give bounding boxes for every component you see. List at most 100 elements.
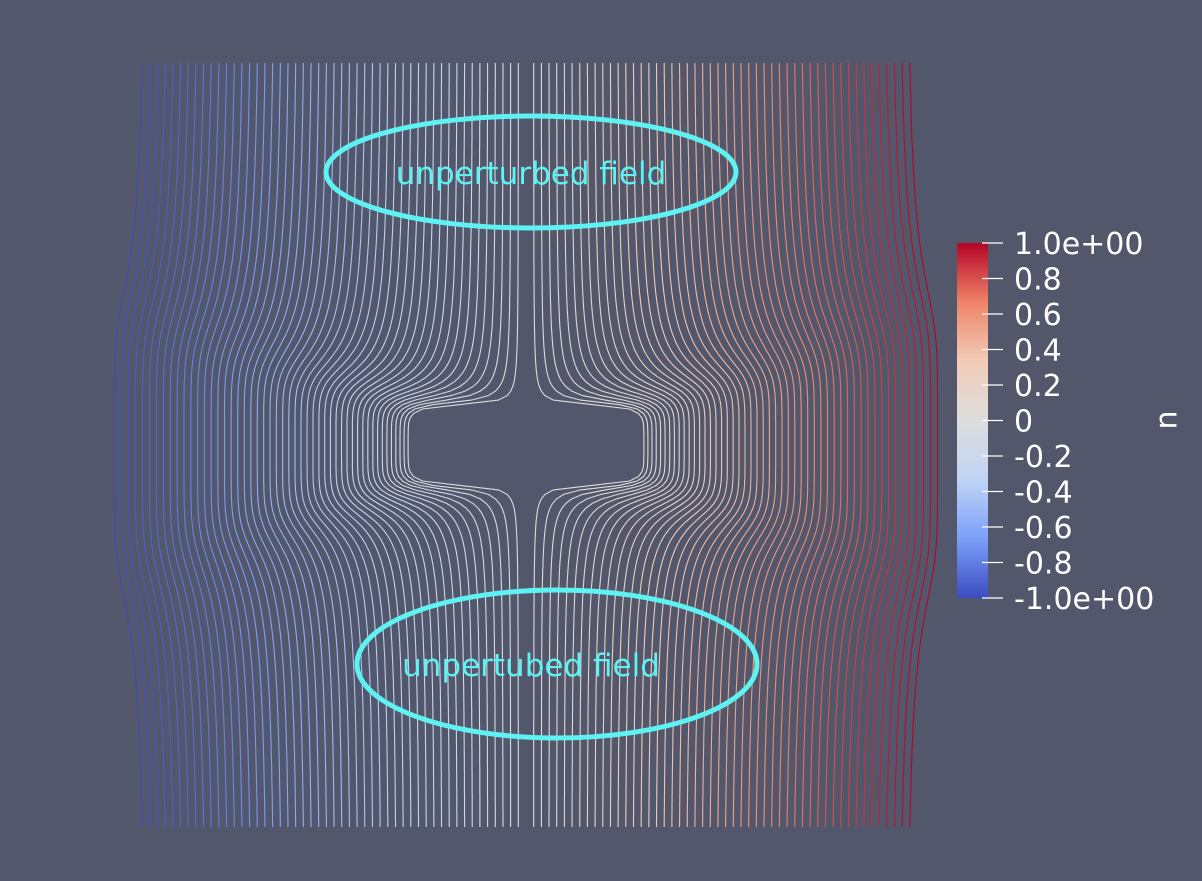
colorbar-tick-label: -0.4 (1014, 476, 1073, 511)
contour-line (702, 63, 758, 827)
colorbar-tick-label: 0 (1014, 405, 1033, 440)
contour-line (300, 63, 358, 827)
colorbar-tick-label: 1.0e+00 (1014, 227, 1143, 262)
contour-line (256, 62, 304, 828)
contour-line (263, 62, 312, 828)
contour-line (210, 63, 251, 827)
contour-line (169, 62, 205, 828)
annotation-label-top: unperturbed field (396, 156, 667, 192)
colorbar-tick-label: -0.2 (1014, 440, 1073, 475)
contour-line (351, 63, 427, 827)
contour-line (740, 62, 789, 828)
contour-line (763, 63, 809, 827)
contour-line (203, 62, 243, 828)
contour-line (340, 63, 412, 827)
contour-line (794, 62, 835, 828)
annotation-ellipse-top (323, 113, 739, 231)
colorbar-tick-label: -0.8 (1014, 547, 1073, 582)
contour-line (223, 62, 266, 828)
contour-line (306, 62, 366, 828)
contour-line (134, 62, 166, 828)
contour-line (717, 62, 770, 828)
contour-line (197, 62, 235, 828)
contour-line (190, 62, 228, 828)
contour-line (243, 63, 289, 827)
contour-line (579, 62, 671, 828)
contour-line (377, 63, 466, 827)
contour-line (901, 62, 932, 828)
contour-line (678, 62, 740, 828)
contour-line (403, 63, 512, 827)
contour-line (141, 62, 174, 828)
contour-line (155, 62, 189, 828)
contour-line (771, 63, 815, 827)
contour-line (120, 62, 151, 828)
contour-line (250, 62, 297, 828)
contour-line (855, 62, 890, 828)
contour-line (533, 63, 645, 827)
contour-line (381, 62, 473, 828)
colorbar-title: u (1152, 410, 1187, 429)
contour-line (540, 63, 649, 827)
contour-line (230, 62, 274, 828)
contour-line (632, 63, 706, 827)
contour-line (748, 62, 796, 828)
contour-line (372, 63, 458, 827)
contour-line (817, 62, 855, 828)
contour-line (386, 63, 481, 827)
colorbar-ticks: 1.0e+000.80.60.40.20-0.2-0.4-0.6-0.8-1.0… (982, 227, 1154, 617)
contour-line (237, 63, 281, 827)
contour-line (217, 62, 258, 828)
contour-line (686, 62, 746, 828)
contour-line (586, 63, 675, 827)
contour-line (671, 63, 734, 827)
contour-line (148, 63, 182, 827)
contour-line (548, 63, 653, 827)
contour-line (893, 62, 925, 828)
contour-line (275, 63, 327, 827)
contour-line (367, 63, 450, 827)
contour-line (357, 63, 435, 827)
contour-line (809, 62, 849, 828)
contour-line (162, 62, 197, 828)
contour-line (329, 63, 397, 827)
contour-line (694, 63, 752, 827)
contour-line (362, 62, 443, 828)
contour-line (594, 63, 680, 827)
contour-line (840, 62, 876, 828)
annotation-label-bottom: unpertubed field (402, 648, 660, 684)
contour-lines (113, 62, 939, 828)
contour-line (824, 62, 862, 828)
contour-line (127, 62, 159, 828)
contour-line (640, 63, 712, 827)
contour-line (407, 63, 519, 827)
colorbar-tick-label: 0.4 (1014, 334, 1062, 369)
contour-line (346, 63, 420, 827)
contour-line (786, 62, 829, 828)
colorbar-tick-label: 0.8 (1014, 263, 1062, 298)
contour-line (648, 62, 717, 828)
contour-line (663, 63, 728, 827)
contour-line (571, 63, 666, 827)
contour-line (863, 62, 897, 828)
contour-line (909, 62, 939, 828)
contour-line (312, 62, 374, 828)
contour-line (269, 63, 320, 827)
contour-line (778, 62, 822, 828)
colorbar-tick-label: -0.6 (1014, 511, 1073, 546)
contour-line (602, 63, 685, 827)
contour-line (563, 63, 662, 827)
contour-line (183, 63, 220, 827)
colorbar-tick-label: 0.6 (1014, 298, 1062, 333)
annotation-ellipse-bottom (354, 587, 760, 741)
contour-line (556, 63, 657, 827)
contour-line (655, 63, 723, 827)
colorbar-legend: 1.0e+000.80.60.40.20-0.2-0.4-0.6-0.8-1.0… (957, 227, 1187, 617)
contour-line (870, 63, 904, 827)
contour-line (176, 62, 212, 828)
contour-line (294, 63, 350, 827)
colorbar-tick-label: 0.2 (1014, 369, 1062, 404)
contour-line (617, 63, 695, 827)
